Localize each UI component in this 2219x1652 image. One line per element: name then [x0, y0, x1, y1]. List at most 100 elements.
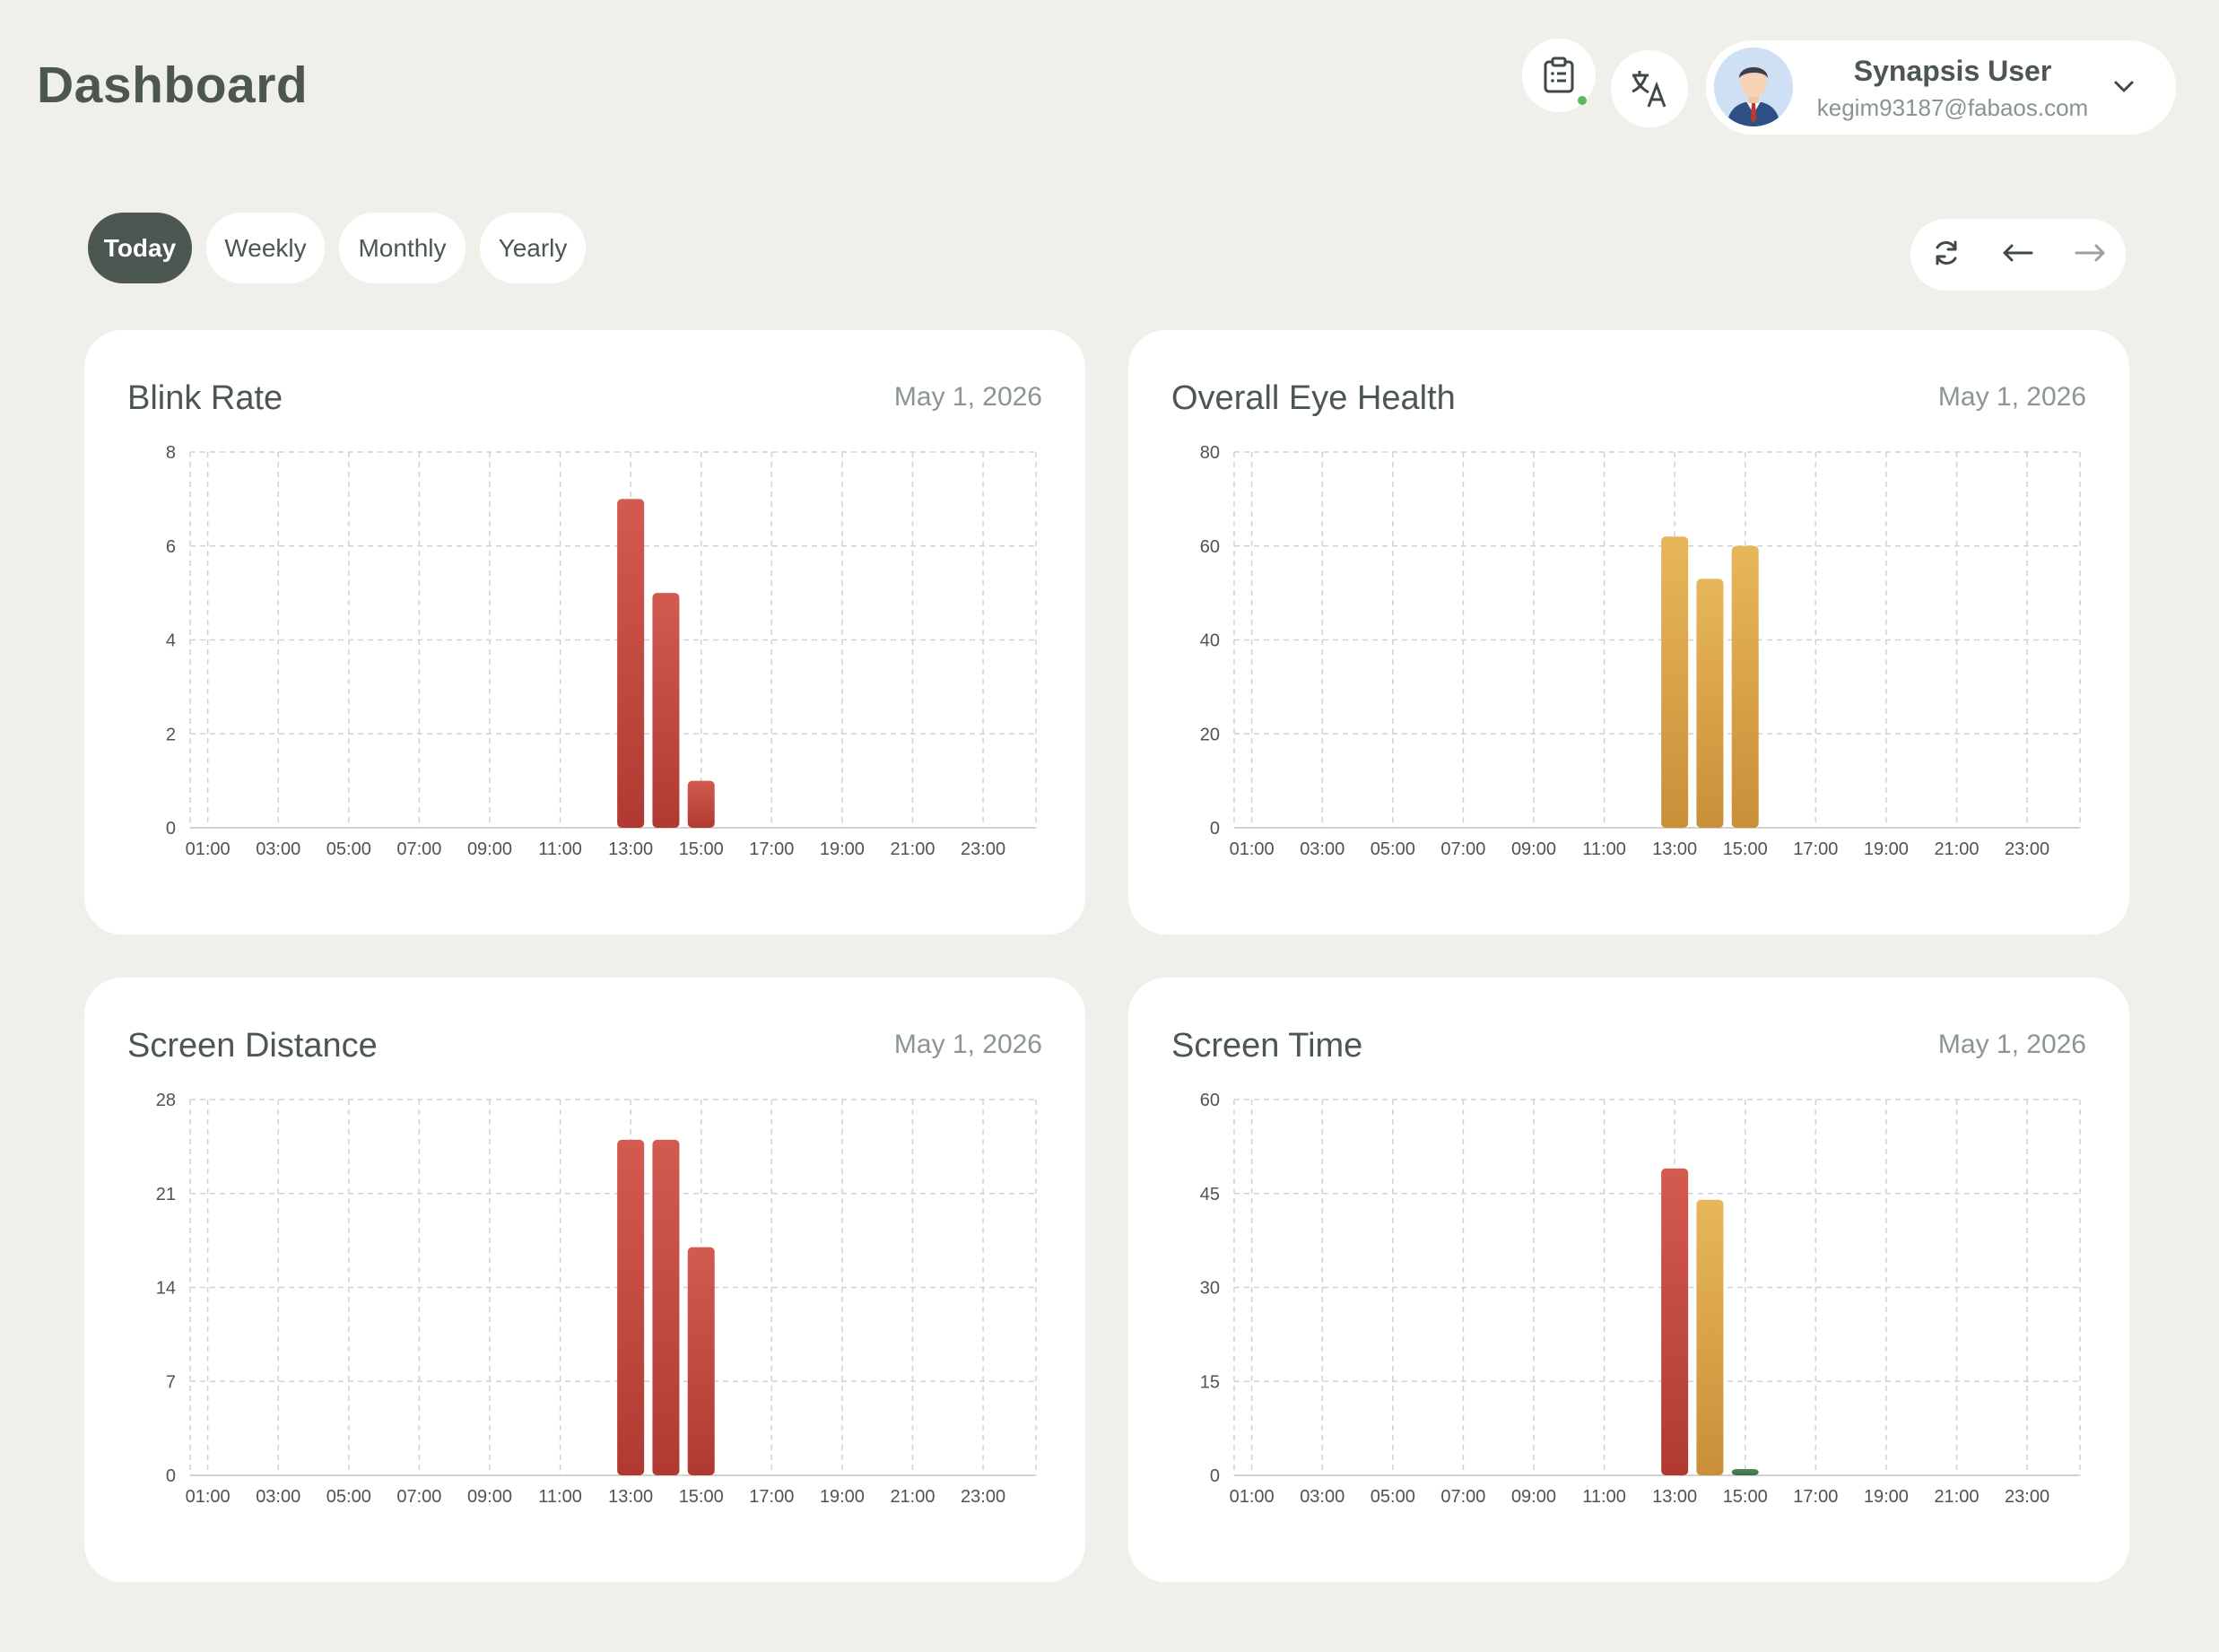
x-tick-label: 07:00: [396, 839, 441, 859]
x-tick-label: 13:00: [1652, 839, 1697, 859]
date-navigation: [1910, 219, 2126, 291]
x-tick-label: 11:00: [1582, 839, 1626, 859]
y-tick-label: 0: [166, 1466, 176, 1486]
bar[interactable]: [1731, 545, 1759, 828]
bar[interactable]: [617, 1139, 645, 1475]
bar[interactable]: [687, 1247, 715, 1475]
y-tick-label: 14: [156, 1279, 176, 1299]
y-tick-label: 20: [1200, 725, 1220, 744]
y-tick-label: 45: [1200, 1185, 1220, 1204]
bar[interactable]: [1661, 1168, 1689, 1475]
blink-rate-card: Blink Rate May 1, 2026 0 2 4 6 8 01:00 03:00 05…: [84, 330, 1085, 935]
x-tick-label: 09:00: [467, 839, 512, 859]
x-tick-label: 03:00: [1300, 839, 1344, 859]
x-tick-label: 19:00: [820, 1487, 865, 1507]
refresh-button[interactable]: [1910, 219, 1982, 291]
x-tick-label: 19:00: [820, 839, 865, 859]
card-title: Screen Time: [1171, 1027, 1363, 1065]
x-tick-label: 09:00: [467, 1487, 512, 1507]
chart-grid: [189, 1099, 1037, 1476]
y-tick-label: 40: [1200, 631, 1220, 651]
y-tick-label: 60: [1200, 1091, 1220, 1110]
status-dot: [1578, 96, 1587, 105]
tab-weekly[interactable]: Weekly: [206, 213, 325, 283]
x-tick-label: 01:00: [1230, 1487, 1275, 1507]
x-tick-label: 01:00: [1230, 839, 1275, 859]
x-tick-label: 03:00: [256, 839, 300, 859]
tab-yearly[interactable]: Yearly: [480, 213, 586, 283]
y-tick-label: 15: [1200, 1372, 1220, 1392]
y-tick-label: 60: [1200, 537, 1220, 557]
page-title: Dashboard: [37, 57, 309, 114]
eye-health-chart: 0 20 40 60 80 01:00 03:00 05:00 07:00 09:00 11:00 1…: [1200, 443, 2081, 859]
refresh-icon: [1931, 238, 1962, 273]
bar[interactable]: [1731, 1469, 1759, 1475]
next-button[interactable]: [2054, 219, 2126, 291]
screen-time-card: Screen Time May 1, 2026 0 15 30 45 60 01:00 03…: [1128, 978, 2129, 1582]
arrow-right-icon: [2074, 242, 2106, 268]
x-tick-label: 23:00: [2005, 839, 2049, 859]
bar[interactable]: [1696, 578, 1724, 828]
card-title: Screen Distance: [127, 1027, 378, 1065]
y-tick-label: 6: [166, 537, 176, 557]
blink-rate-chart: 0 2 4 6 8 01:00 03:00 05:00 07:00 09:00 11:00 13:00…: [166, 443, 1037, 859]
bar[interactable]: [652, 1139, 680, 1475]
clipboard-button[interactable]: [1522, 39, 1596, 112]
x-tick-label: 23:00: [961, 1487, 1005, 1507]
arrow-left-icon: [2002, 242, 2034, 268]
x-tick-label: 13:00: [608, 839, 653, 859]
x-tick-label: 15:00: [679, 1487, 724, 1507]
language-button[interactable]: [1611, 50, 1688, 127]
bar[interactable]: [1661, 536, 1689, 828]
x-tick-label: 15:00: [1723, 1487, 1768, 1507]
bar[interactable]: [617, 499, 645, 828]
y-tick-label: 8: [166, 443, 176, 463]
avatar: [1714, 48, 1793, 126]
user-menu[interactable]: Synapsis User kegim93187@fabaos.com: [1706, 40, 2176, 135]
previous-button[interactable]: [1982, 219, 2054, 291]
x-tick-label: 07:00: [1440, 839, 1485, 859]
screen-time-chart: 0 15 30 45 60 01:00 03:00 05:00 07:00 09:00 11:00 1…: [1200, 1091, 2081, 1507]
x-tick-label: 17:00: [749, 839, 794, 859]
bar[interactable]: [687, 780, 715, 828]
y-tick-label: 28: [156, 1091, 176, 1110]
x-tick-label: 05:00: [326, 839, 371, 859]
x-tick-label: 01:00: [186, 839, 231, 859]
x-tick-label: 09:00: [1511, 1487, 1556, 1507]
eye-health-card: Overall Eye Health May 1, 2026 0 20 40 60 80…: [1128, 330, 2129, 935]
y-tick-label: 0: [1210, 1466, 1220, 1486]
x-tick-label: 17:00: [1793, 1487, 1838, 1507]
x-tick-label: 15:00: [679, 839, 724, 859]
x-tick-label: 11:00: [1582, 1487, 1626, 1507]
x-tick-label: 09:00: [1511, 839, 1556, 859]
y-tick-label: 0: [1210, 819, 1220, 839]
card-date: May 1, 2026: [1937, 382, 2086, 412]
card-title: Blink Rate: [127, 379, 283, 417]
bar[interactable]: [1696, 1199, 1724, 1475]
x-tick-label: 11:00: [538, 839, 582, 859]
chart-grid: [189, 451, 1037, 829]
y-tick-label: 2: [166, 725, 176, 744]
y-tick-label: 80: [1200, 443, 1220, 463]
x-tick-label: 11:00: [538, 1487, 582, 1507]
x-tick-label: 01:00: [186, 1487, 231, 1507]
y-tick-label: 30: [1200, 1279, 1220, 1299]
card-date: May 1, 2026: [893, 1030, 1042, 1059]
x-tick-label: 07:00: [396, 1487, 441, 1507]
x-tick-label: 13:00: [1652, 1487, 1697, 1507]
x-tick-label: 21:00: [1934, 1487, 1979, 1507]
chart-grid: [1233, 1099, 2081, 1476]
tab-today[interactable]: Today: [88, 213, 192, 283]
y-tick-label: 4: [166, 631, 176, 651]
bar[interactable]: [652, 593, 680, 828]
card-title: Overall Eye Health: [1171, 379, 1456, 417]
tab-monthly[interactable]: Monthly: [339, 213, 466, 283]
x-tick-label: 19:00: [1864, 839, 1909, 859]
translate-icon: [1630, 69, 1669, 109]
x-tick-label: 21:00: [1934, 839, 1979, 859]
x-tick-label: 05:00: [1371, 1487, 1415, 1507]
x-tick-label: 05:00: [326, 1487, 371, 1507]
x-tick-label: 21:00: [890, 1487, 935, 1507]
x-tick-label: 19:00: [1864, 1487, 1909, 1507]
